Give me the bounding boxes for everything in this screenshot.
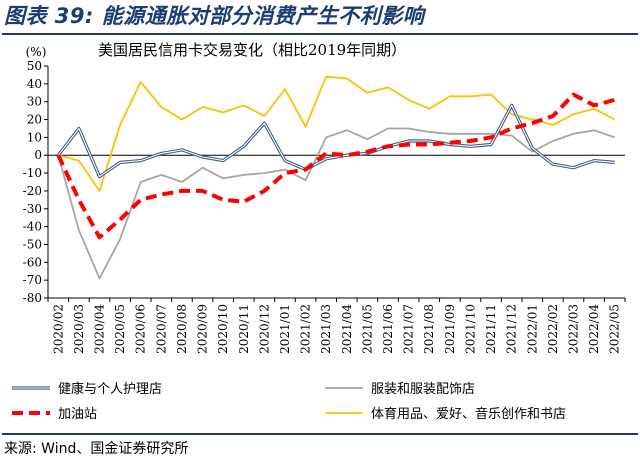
x-tick-label: 2020/04 xyxy=(93,304,107,354)
y-tick-label: -50 xyxy=(23,237,42,251)
y-tick-label: 30 xyxy=(27,95,42,109)
y-tick-label: -80 xyxy=(23,291,42,305)
legend-label: 健康与个人护理店 xyxy=(58,381,162,397)
x-tick-label: 2022/03 xyxy=(566,304,580,354)
x-tick-label: 2021/01 xyxy=(278,304,292,354)
x-tick-label: 2021/03 xyxy=(319,304,333,354)
x-tick-label: 2020/06 xyxy=(134,304,148,354)
x-tick-label: 2021/07 xyxy=(402,304,416,354)
x-axis: 2020/02 2020/03 2020/04 2020/05 2020/06 2020/… xyxy=(47,298,626,354)
legend-label: 服装和服装配饰店 xyxy=(371,382,475,397)
x-tick-label: 2021/06 xyxy=(381,304,395,354)
x-tick-label: 2020/07 xyxy=(154,304,168,354)
series-line-0-outline xyxy=(57,103,615,179)
x-tick-label: 2022/02 xyxy=(546,304,560,354)
x-tick-label: 2020/08 xyxy=(175,304,189,354)
chart-frame xyxy=(47,66,625,299)
y-tick-label: 20 xyxy=(27,113,42,127)
x-tick-label: 2020/02 xyxy=(51,304,65,354)
bottom-rule xyxy=(2,433,638,435)
y-tick-label: -60 xyxy=(23,255,42,269)
y-axis: 50 40 30 20 10 0 -10 -20 -30 -40 -50 -60 -70 -80 xyxy=(23,59,48,305)
x-tick-label: 2022/05 xyxy=(608,304,622,354)
x-tick-label: 2020/09 xyxy=(196,304,210,354)
y-tick-label: -70 xyxy=(23,273,42,287)
legend-label: 加油站 xyxy=(58,407,97,422)
y-axis-unit-label: (%) xyxy=(26,45,47,59)
line-chart: 美国居民信用卡交易变化（相比2019年同期） (%) 50 40 30 20 10 0 -1… xyxy=(12,41,626,422)
x-tick-label: 2021/10 xyxy=(463,304,477,354)
chart-title: 美国居民信用卡交易变化（相比2019年同期） xyxy=(98,41,406,59)
x-tick-label: 2021/11 xyxy=(484,304,498,354)
series-line-0-inner xyxy=(57,104,615,178)
y-tick-label: -10 xyxy=(23,166,42,180)
x-tick-label: 2022/04 xyxy=(587,304,601,354)
x-tick-label: 2021/12 xyxy=(505,304,519,354)
title-rule xyxy=(2,33,638,35)
x-tick-label: 2021/04 xyxy=(340,304,354,354)
y-tick-label: 50 xyxy=(27,59,42,73)
x-tick-label: 2020/11 xyxy=(237,304,251,354)
series-lines xyxy=(56,75,616,280)
y-tick-label: 40 xyxy=(27,77,42,91)
x-tick-label: 2021/02 xyxy=(299,304,313,354)
series-line-2 xyxy=(56,92,616,240)
y-tick-label: -40 xyxy=(23,220,42,234)
x-tick-label: 2020/12 xyxy=(257,304,271,354)
y-tick-label: -30 xyxy=(23,202,42,216)
series-line-3 xyxy=(58,75,616,192)
y-tick-label: -20 xyxy=(23,184,42,198)
x-tick-label: 2022/01 xyxy=(525,304,539,354)
y-tick-label: 0 xyxy=(34,148,42,162)
source-note: 来源: Wind、国金证券研究所 xyxy=(4,441,189,457)
figure-title: 图表 39: 能源通胀对部分消费产生不利影响 xyxy=(4,4,425,28)
x-tick-label: 2020/03 xyxy=(72,304,86,354)
legend-label: 体育用品、爱好、音乐创作和书店 xyxy=(371,406,566,422)
y-tick-label: 10 xyxy=(27,130,42,144)
x-tick-label: 2020/10 xyxy=(216,304,230,354)
x-tick-label: 2021/05 xyxy=(360,304,374,354)
x-tick-label: 2020/05 xyxy=(113,304,127,354)
x-tick-label: 2021/09 xyxy=(443,304,457,354)
x-tick-label: 2021/08 xyxy=(422,304,436,354)
series-line-1 xyxy=(57,127,615,280)
